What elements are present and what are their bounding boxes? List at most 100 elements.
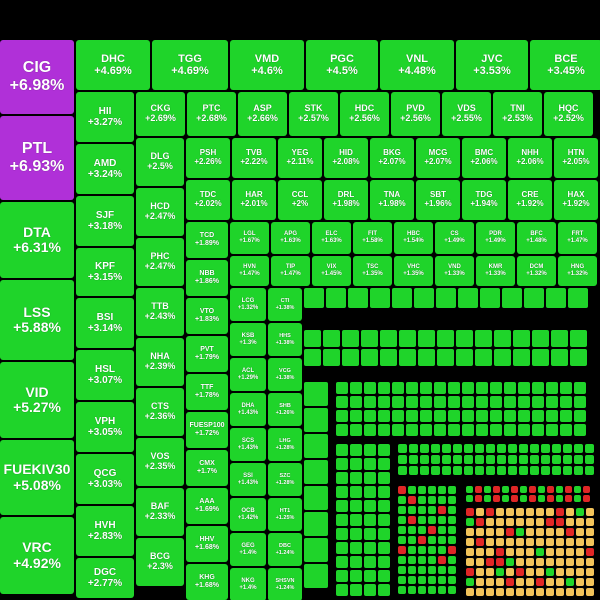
- stock-tile[interactable]: VTO +1.83%: [186, 298, 228, 334]
- small-stock-tile[interactable]: [551, 330, 568, 347]
- small-stock-tile[interactable]: [475, 486, 482, 493]
- stock-tile[interactable]: BAF +2.33%: [136, 488, 184, 536]
- small-stock-tile[interactable]: [530, 444, 539, 453]
- small-stock-tile[interactable]: [428, 486, 436, 494]
- small-stock-tile[interactable]: [490, 396, 502, 408]
- stock-tile[interactable]: FUEKIV30 +5.08%: [0, 440, 74, 515]
- stock-tile[interactable]: VCG +1.38%: [268, 358, 302, 391]
- small-stock-tile[interactable]: [380, 349, 397, 366]
- small-stock-tile[interactable]: [448, 526, 456, 534]
- small-stock-tile[interactable]: [504, 382, 516, 394]
- stock-tile[interactable]: DTA +6.31%: [0, 202, 74, 278]
- small-stock-tile[interactable]: [476, 396, 488, 408]
- stock-tile[interactable]: PVT +1.79%: [186, 336, 228, 372]
- small-stock-tile[interactable]: [506, 508, 514, 516]
- small-stock-tile[interactable]: [364, 486, 376, 498]
- small-stock-tile[interactable]: [378, 458, 390, 470]
- small-stock-tile[interactable]: [560, 410, 572, 422]
- small-stock-tile[interactable]: [511, 486, 518, 493]
- small-stock-tile[interactable]: [448, 546, 456, 554]
- small-stock-tile[interactable]: [516, 578, 524, 586]
- small-stock-tile[interactable]: [364, 570, 376, 582]
- small-stock-tile[interactable]: [418, 556, 426, 564]
- small-stock-tile[interactable]: [576, 538, 584, 546]
- small-stock-tile[interactable]: [378, 382, 390, 394]
- stock-tile[interactable]: CKG +2.69%: [136, 92, 185, 136]
- small-stock-tile[interactable]: [546, 578, 554, 586]
- small-stock-tile[interactable]: [560, 396, 572, 408]
- small-stock-tile[interactable]: [438, 576, 446, 584]
- small-stock-tile[interactable]: [541, 466, 550, 475]
- small-stock-tile[interactable]: [508, 444, 517, 453]
- small-stock-tile[interactable]: [586, 518, 594, 526]
- small-stock-tile[interactable]: [538, 495, 545, 502]
- small-stock-tile[interactable]: [350, 472, 362, 484]
- stock-tile[interactable]: LHG +1.28%: [268, 428, 302, 461]
- stock-tile[interactable]: YEG +2.11%: [278, 138, 322, 178]
- small-stock-tile[interactable]: [350, 382, 362, 394]
- small-stock-tile[interactable]: [323, 349, 340, 366]
- small-stock-tile[interactable]: [418, 536, 426, 544]
- small-stock-tile[interactable]: [563, 466, 572, 475]
- small-stock-tile[interactable]: [350, 584, 362, 596]
- small-stock-tile[interactable]: [378, 584, 390, 596]
- small-stock-tile[interactable]: [526, 568, 534, 576]
- stock-tile[interactable]: TTF +1.78%: [186, 374, 228, 410]
- stock-tile[interactable]: HVH +2.83%: [76, 506, 134, 556]
- small-stock-tile[interactable]: [398, 566, 406, 574]
- small-stock-tile[interactable]: [566, 508, 574, 516]
- small-stock-tile[interactable]: [496, 548, 504, 556]
- small-stock-tile[interactable]: [408, 566, 416, 574]
- small-stock-tile[interactable]: [576, 558, 584, 566]
- small-stock-tile[interactable]: [304, 349, 321, 366]
- stock-tile[interactable]: BSI +3.14%: [76, 298, 134, 348]
- small-stock-tile[interactable]: [526, 528, 534, 536]
- stock-tile[interactable]: TTB +2.43%: [136, 288, 184, 336]
- small-stock-tile[interactable]: [434, 410, 446, 422]
- small-stock-tile[interactable]: [409, 444, 418, 453]
- small-stock-tile[interactable]: [448, 506, 456, 514]
- stock-tile[interactable]: TSC +1.35%: [353, 256, 392, 286]
- small-stock-tile[interactable]: [518, 410, 530, 422]
- small-stock-tile[interactable]: [496, 538, 504, 546]
- small-stock-tile[interactable]: [504, 396, 516, 408]
- small-stock-tile[interactable]: [576, 528, 584, 536]
- small-stock-tile[interactable]: [506, 568, 514, 576]
- small-stock-tile[interactable]: [466, 486, 473, 493]
- small-stock-tile[interactable]: [448, 410, 460, 422]
- small-stock-tile[interactable]: [466, 558, 474, 566]
- small-stock-tile[interactable]: [462, 410, 474, 422]
- small-stock-tile[interactable]: [556, 568, 564, 576]
- small-stock-tile[interactable]: [541, 455, 550, 464]
- small-stock-tile[interactable]: [475, 455, 484, 464]
- small-stock-tile[interactable]: [530, 466, 539, 475]
- small-stock-tile[interactable]: [529, 495, 536, 502]
- small-stock-tile[interactable]: [378, 556, 390, 568]
- small-stock-tile[interactable]: [506, 578, 514, 586]
- stock-tile[interactable]: TNI +2.53%: [493, 92, 542, 136]
- stock-tile[interactable]: HAX +1.92%: [554, 180, 598, 220]
- small-stock-tile[interactable]: [497, 466, 506, 475]
- small-stock-tile[interactable]: [475, 495, 482, 502]
- stock-tile[interactable]: AAA +1.69%: [186, 488, 228, 524]
- small-stock-tile[interactable]: [434, 382, 446, 394]
- small-stock-tile[interactable]: [504, 424, 516, 436]
- small-stock-tile[interactable]: [398, 466, 407, 475]
- small-stock-tile[interactable]: [408, 526, 416, 534]
- small-stock-tile[interactable]: [506, 518, 514, 526]
- small-stock-tile[interactable]: [466, 588, 474, 596]
- small-stock-tile[interactable]: [570, 330, 587, 347]
- small-stock-tile[interactable]: [428, 526, 436, 534]
- small-stock-tile[interactable]: [566, 568, 574, 576]
- small-stock-tile[interactable]: [506, 548, 514, 556]
- small-stock-tile[interactable]: [556, 528, 564, 536]
- stock-tile[interactable]: JVC +3.53%: [456, 40, 528, 90]
- small-stock-tile[interactable]: [336, 410, 348, 422]
- small-stock-tile[interactable]: [406, 424, 418, 436]
- small-stock-tile[interactable]: [486, 548, 494, 556]
- small-stock-tile[interactable]: [304, 538, 328, 562]
- small-stock-tile[interactable]: [516, 538, 524, 546]
- stock-tile[interactable]: CMX +1.7%: [186, 450, 228, 486]
- small-stock-tile[interactable]: [532, 382, 544, 394]
- stock-tile[interactable]: MCG +2.07%: [416, 138, 460, 178]
